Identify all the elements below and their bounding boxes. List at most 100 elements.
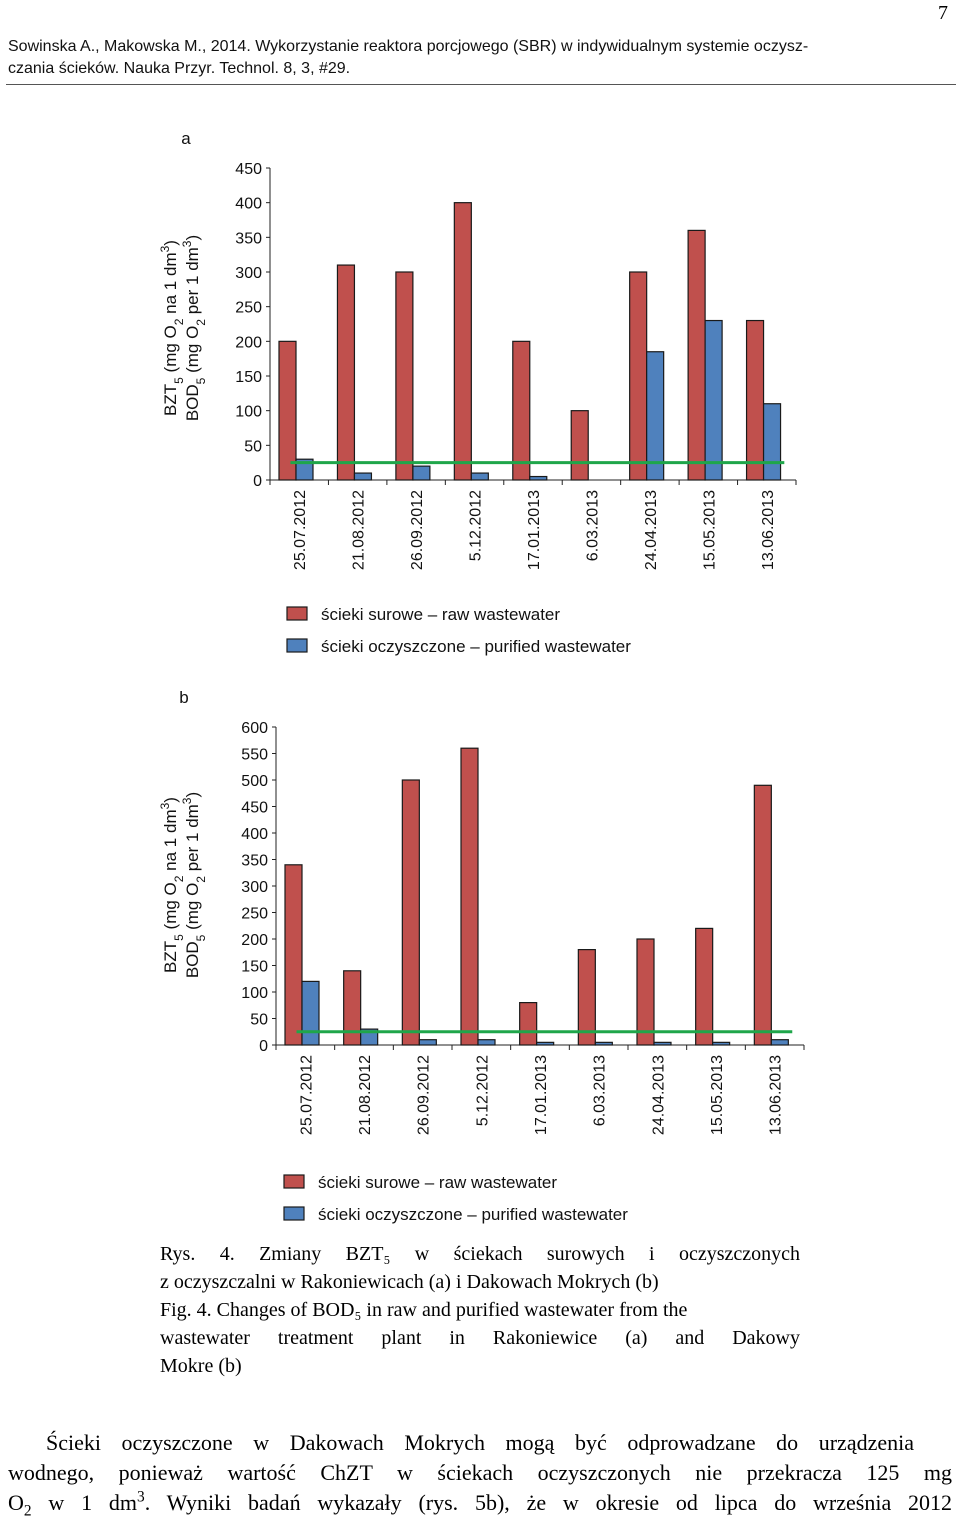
y-tick-label: 350 [235,230,262,247]
x-tick-label: 25.07.2012 [292,490,309,570]
ylabel-part: 3 [158,802,172,809]
header-line-2: czania ścieków. Nauka Przyr. Technol. 8,… [8,60,351,77]
bar-purified [470,472,489,481]
ylabel-part: ) [161,240,180,246]
legend-swatch [286,606,308,621]
bar-raw [629,271,648,481]
y-axis-label-line-2: BOD5 (mg O2 per 1 dm3) [180,235,208,421]
bar-purified [412,465,431,481]
y-tick-label: 150 [235,369,262,386]
y-tick-label: 300 [235,265,262,282]
ylabel-part: 5 [194,377,208,384]
ylabel-part: na 1 dm [161,252,180,318]
body-line-2: wodnego, ponieważ wartość ChZT w ściekac… [8,1460,952,1485]
legend-swatch [286,638,308,653]
y-tick-label: 450 [235,161,262,178]
caption-pl-line-1-word: Rys. [160,1243,196,1265]
ylabel-part: ) [183,792,202,798]
caption-en-line-2-word: plant [381,1327,422,1349]
x-tick-label: 21.08.2012 [351,490,368,570]
caption-en-line-2-word: wastewater [160,1327,250,1349]
bar-raw [519,1002,538,1046]
caption-pl-line-1-word: 4. [219,1243,235,1265]
y-tick-label: 350 [241,853,268,870]
body-line-3-sub: 2 [23,1502,32,1520]
bar-raw [343,970,362,1046]
caption-pl-line-1: Rys. 4. Zmiany BZT₅ w ściekach surowych i oczysz… [160,1240,800,1268]
ylabel-part: (mg O [161,882,180,934]
y-tick-label: 250 [235,300,262,317]
x-tick-label: 5.12.2012 [474,1055,491,1126]
caption-en-line-2-word: in [449,1327,465,1349]
bar-purified [704,319,723,481]
y-axis-label: BZT5 (mg O2 na 1 dm3)BOD5 (mg O2 per 1 d… [158,235,208,421]
bar-purified [529,475,548,481]
bar-raw [395,271,414,481]
bar-purified [418,1039,437,1046]
y-axis-label: BZT5 (mg O2 na 1 dm3)BOD5 (mg O2 per 1 d… [158,792,208,978]
x-tick-label: 17.01.2013 [533,1055,550,1135]
bar-purified [594,1041,613,1046]
bar-purified [770,1039,789,1046]
ylabel-part: 3 [180,797,194,804]
bar-raw [284,864,303,1046]
x-tick-label: 6.03.2013 [592,1055,609,1126]
y-axis-label-line-1: BZT5 (mg O2 na 1 dm3) [158,797,186,973]
legend-label: ścieki oczyszczone – purified wastewater [321,637,631,656]
bar-raw [695,927,714,1046]
legend-swatch [283,1174,305,1189]
ylabel-part: BOD [183,941,202,978]
x-tick-label: 21.08.2012 [357,1055,374,1135]
ylabel-part: 2 [194,876,208,883]
caption-pl-line-1-word: surowych [546,1243,625,1265]
header-line-1: Sowinska A., Makowska M., 2014. Wykorzys… [8,38,809,55]
bar-raw [687,229,706,481]
caption-pl-line-1-word: Zmiany [259,1243,322,1265]
y-tick-label: 0 [259,1038,268,1055]
ylabel-part: BZT [161,384,180,416]
page-number: 7 [938,2,948,24]
header-rule [6,84,956,85]
y-tick-label: 400 [241,826,268,843]
y-tick-label: 400 [235,196,262,213]
x-tick-label: 15.05.2013 [709,1055,726,1135]
caption-en-line-2-word: treatment [277,1327,354,1349]
x-tick-label: 13.06.2013 [760,490,777,570]
y-tick-label: 500 [241,773,268,790]
bar-purified [712,1041,731,1046]
bar-purified [295,458,314,481]
bar-raw [401,779,420,1046]
ylabel-part: na 1 dm [161,809,180,875]
y-tick-label: 450 [241,800,268,817]
y-tick-label: 200 [235,334,262,351]
x-tick-label: 15.05.2013 [701,490,718,570]
bar-purified [477,1039,496,1046]
caption-pl-line-1-word: BZT₅ [345,1243,391,1265]
y-axis-label-line-2: BOD5 (mg O2 per 1 dm3) [180,792,208,978]
legend-label: ścieki surowe – raw wastewater [321,605,560,624]
ylabel-part: 2 [172,318,186,325]
ylabel-part: per 1 dm [183,247,202,319]
x-tick-label: 13.06.2013 [768,1055,785,1135]
bar-purified [301,980,320,1046]
caption-pl-line-1-word: w [414,1243,430,1265]
body-line-1: Ścieki oczyszczone w Dakowach Mokrych mo… [46,1430,914,1455]
panel-label: b [179,688,188,707]
ylabel-part: 3 [158,245,172,252]
body-line-3: O2 w 1 dm3. Wyniki badań wykazały (rys. … [8,1488,952,1518]
x-tick-label: 25.07.2012 [298,1055,315,1135]
ylabel-part: 2 [194,319,208,326]
body-line-3-sup: 3 [136,1488,145,1506]
ylabel-part: per 1 dm [183,804,202,876]
x-tick-label: 26.09.2012 [416,1055,433,1135]
y-tick-label: 100 [241,985,268,1002]
caption-en-line-3: Mokre (b) [160,1355,242,1377]
y-tick-label: 150 [241,959,268,976]
body-line-3-b: w 1 dm [31,1490,137,1515]
body-line-3-a: O [8,1490,24,1515]
ylabel-part: (mg O [161,325,180,377]
legend-label: ścieki surowe – raw wastewater [318,1173,557,1192]
x-tick-label: 5.12.2012 [468,490,485,561]
x-tick-label: 26.09.2012 [409,490,426,570]
